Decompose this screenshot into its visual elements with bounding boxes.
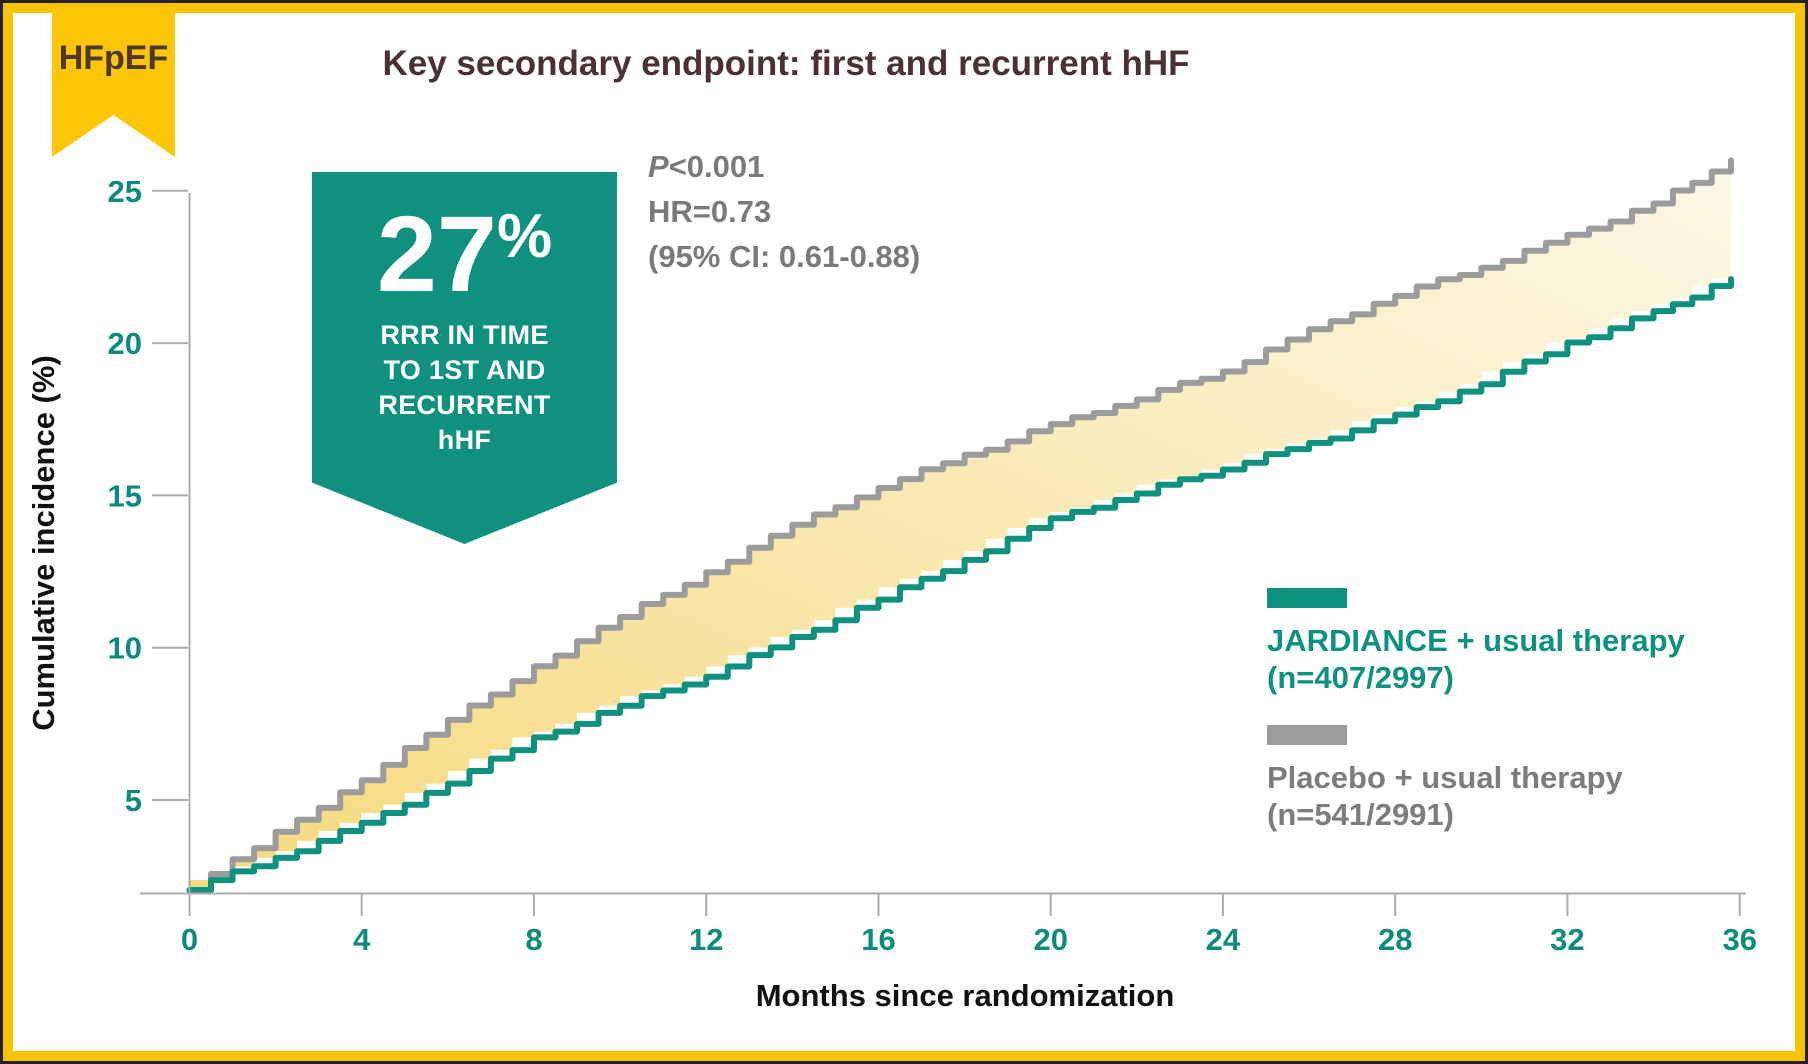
rrr-badge: 27 % RRR IN TIME TO 1ST AND RECURRENT hH…	[312, 172, 617, 544]
x-tick-label: 36	[1722, 922, 1756, 957]
jardiance-legend-label: JARDIANCE + usual therapy	[1267, 623, 1685, 658]
y-axis-title: Cumulative incidence (%)	[26, 355, 61, 731]
x-tick-label: 32	[1550, 922, 1584, 957]
placebo-color-swatch	[1267, 725, 1347, 745]
placebo-legend-label: Placebo + usual therapy	[1267, 760, 1623, 795]
y-tick-label: 20	[108, 326, 142, 361]
legend-placebo: Placebo + usual therapy (n=541/2991)	[1267, 725, 1623, 833]
rrr-caption-line: TO 1ST AND	[383, 355, 546, 385]
rrr-caption-line: RRR IN TIME	[380, 320, 549, 350]
x-tick-label: 4	[353, 922, 371, 957]
placebo-legend-n: (n=541/2991)	[1267, 797, 1454, 832]
y-tick-label: 15	[108, 478, 142, 513]
y-tick-label: 25	[108, 174, 142, 209]
axis-ticks: 5 10 15 20 25 0 4 8 12 16 20 24 28 32 36	[108, 174, 1757, 957]
x-axis-title: Months since randomization	[756, 978, 1175, 1013]
rrr-percent: 27 %	[312, 200, 617, 308]
rrr-percent-symbol: %	[497, 202, 553, 271]
hazard-ratio-line: HR=0.73	[648, 194, 772, 229]
x-tick-label: 0	[181, 922, 198, 957]
page-title: Key secondary endpoint: first and recurr…	[382, 44, 1190, 83]
placebo-curve	[186, 157, 1734, 894]
statistics-block: P<0.001 HR=0.73 (95% CI: 0.61-0.88)	[648, 144, 920, 279]
area-between-curves	[189, 160, 1731, 891]
legend-jardiance: JARDIANCE + usual therapy (n=407/2997)	[1267, 588, 1685, 696]
jardiance-legend-n: (n=407/2997)	[1267, 660, 1454, 695]
rrr-caption-line: RECURRENT	[378, 390, 551, 420]
rrr-percent-value: 27	[376, 193, 497, 314]
confidence-interval-line: (95% CI: 0.61-0.88)	[648, 239, 921, 274]
x-tick-label: 12	[689, 922, 723, 957]
y-tick-label: 10	[108, 631, 142, 666]
p-value-line: P<0.001	[648, 149, 765, 184]
x-tick-label: 16	[861, 922, 895, 957]
y-tick-label: 5	[125, 783, 142, 818]
rrr-caption-line: hHF	[437, 425, 492, 455]
x-tick-label: 20	[1033, 922, 1067, 957]
jardiance-color-swatch	[1267, 588, 1347, 608]
x-tick-label: 24	[1206, 922, 1241, 957]
x-tick-label: 8	[525, 922, 542, 957]
x-tick-label: 28	[1378, 922, 1412, 957]
hfpef-ribbon-label: HFpEF	[58, 39, 169, 77]
jardiance-curve	[186, 276, 1734, 894]
rrr-caption: RRR IN TIME TO 1ST AND RECURRENT hHF	[312, 318, 617, 458]
